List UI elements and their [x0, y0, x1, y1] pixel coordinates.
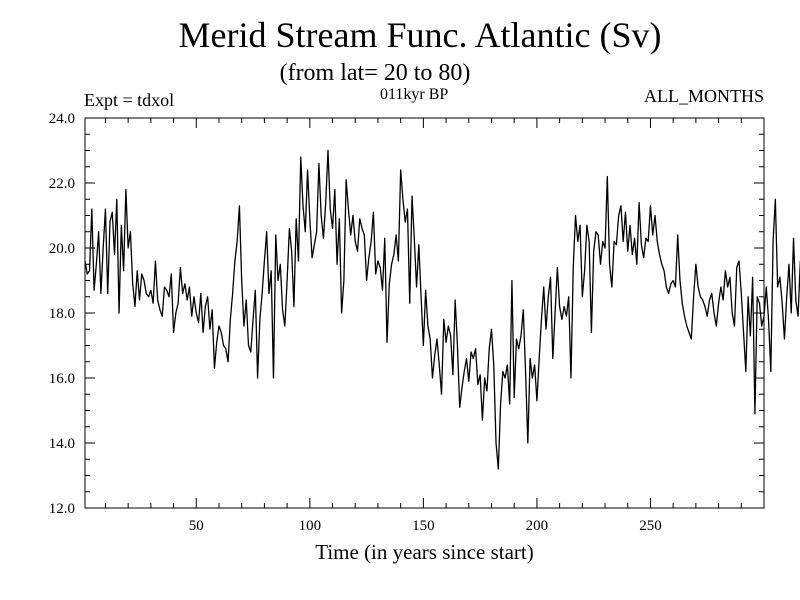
chart-title: Merid Stream Func. Atlantic (Sv)	[178, 15, 662, 55]
x-tick-label: 200	[526, 518, 549, 534]
x-tick-label: 50	[189, 518, 204, 534]
period-label: 011kyr BP	[380, 86, 449, 103]
y-tick-label: 22.0	[49, 176, 75, 192]
months-label: ALL_MONTHS	[644, 86, 764, 106]
y-tick-label: 18.0	[49, 306, 75, 322]
x-tick-label: 250	[639, 518, 662, 534]
y-tick-label: 12.0	[49, 501, 75, 517]
y-tick-label: 14.0	[49, 436, 75, 452]
x-tick-label: 150	[412, 518, 435, 534]
y-tick-label: 16.0	[49, 371, 75, 387]
chart-subtitle: (from lat= 20 to 80)	[279, 60, 471, 86]
experiment-label: Expt = tdxol	[84, 90, 175, 110]
x-axis-label: Time (in years since start)	[315, 540, 534, 564]
y-tick-label: 24.0	[49, 111, 75, 127]
series-line	[84, 149, 800, 470]
y-tick-label: 20.0	[49, 241, 75, 257]
tick-labels: 50 100 150 200 250 12.0 14.0 16.0 18.0 20.0 22.0 24…	[49, 111, 662, 534]
x-tick-label: 100	[299, 518, 322, 534]
axis-ticks	[85, 118, 764, 508]
